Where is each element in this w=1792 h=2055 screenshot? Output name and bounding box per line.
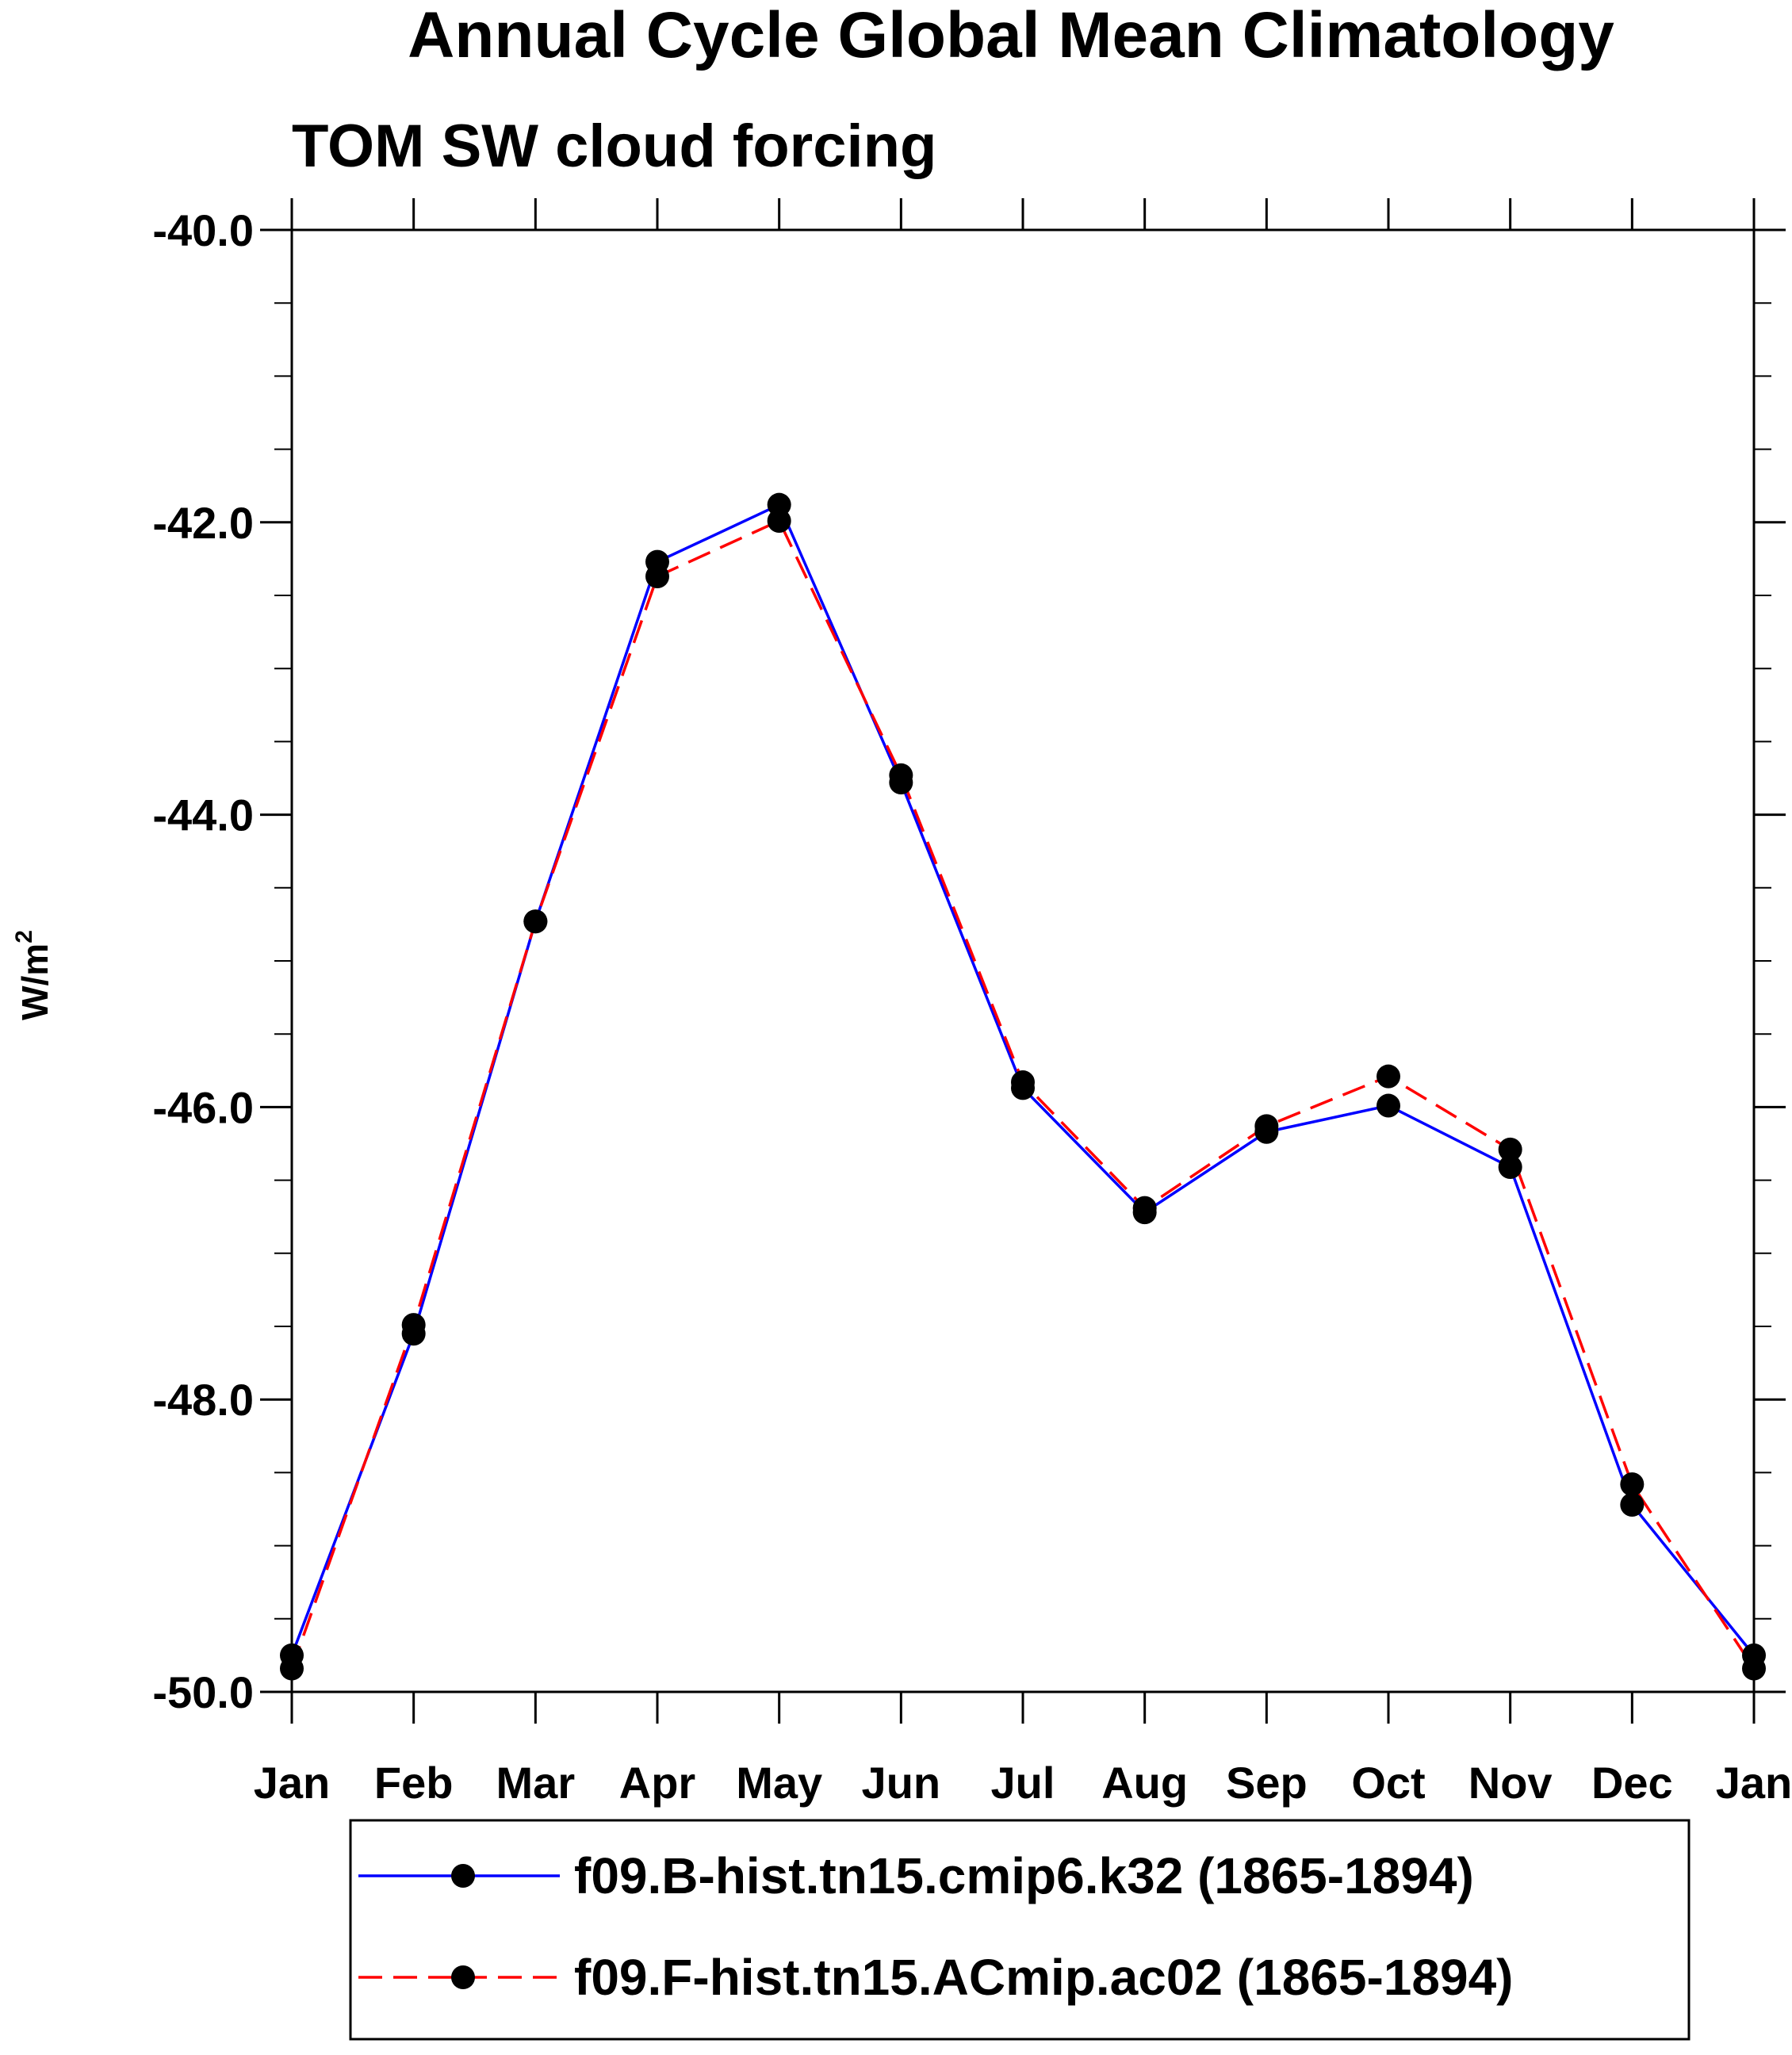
x-tick-label: Nov [1468,1758,1553,1808]
y-axis-label-superscript: 2 [11,930,37,943]
x-tick-label: Dec [1591,1758,1673,1808]
y-axis-label: W/m2 [11,930,56,1020]
chart-title: Annual Cycle Global Mean Climatology [408,0,1614,71]
series-2-marker [1132,1196,1157,1220]
x-tick-label: Oct [1351,1758,1425,1808]
x-tick-label: Jun [862,1758,941,1808]
legend-label-1: f09.B-hist.tn15.cmip6.k32 (1865-1894) [574,1847,1474,1904]
series-2-marker [1742,1656,1766,1681]
series-2-marker [280,1656,304,1681]
y-tick-label: -44.0 [152,790,254,840]
x-tick-label: Aug [1101,1758,1188,1808]
y-tick-label: -48.0 [152,1375,254,1425]
series-1-marker [1377,1093,1400,1118]
legend-marker-1 [451,1864,475,1888]
series-1-marker [1620,1492,1645,1517]
x-tick-label: Jan [254,1758,331,1808]
y-axis-label-unit: W/m [14,943,56,1020]
x-tick-label: May [736,1758,822,1808]
chart-subtitle: TOM SW cloud forcing [292,113,936,180]
series-2-marker [1377,1064,1400,1089]
series-2-marker [523,909,548,934]
series-2-marker [1254,1114,1279,1138]
legend-marker-2 [451,1965,475,1989]
series-2-marker [401,1313,426,1337]
series-2-marker [1498,1137,1522,1161]
y-tick-label: -40.0 [152,205,254,255]
series-2-marker [889,763,913,787]
plot-frame [290,228,1756,1693]
series-2-marker [645,564,669,589]
series-2-marker [1011,1070,1035,1095]
legend-box [349,1819,1691,2041]
x-tick-label: Mar [496,1758,576,1808]
x-tick-label: Sep [1226,1758,1308,1808]
series-2-marker [1620,1472,1645,1497]
x-tick-label: Jul [991,1758,1055,1808]
y-tick-label: -50.0 [152,1667,254,1717]
x-tick-label: Feb [374,1758,454,1808]
legend-label-2: f09.F-hist.tn15.ACmip.ac02 (1865-1894) [574,1949,1513,2006]
y-tick-label: -42.0 [152,498,254,548]
series-1-marker [1498,1155,1522,1180]
series-2-marker [767,508,791,533]
x-tick-label: Apr [619,1758,695,1808]
y-tick-label: -46.0 [152,1082,254,1132]
x-tick-label: Jan [1716,1758,1792,1808]
legend: f09.B-hist.tn15.cmip6.k32 (1865-1894) f09… [349,1819,1691,2041]
